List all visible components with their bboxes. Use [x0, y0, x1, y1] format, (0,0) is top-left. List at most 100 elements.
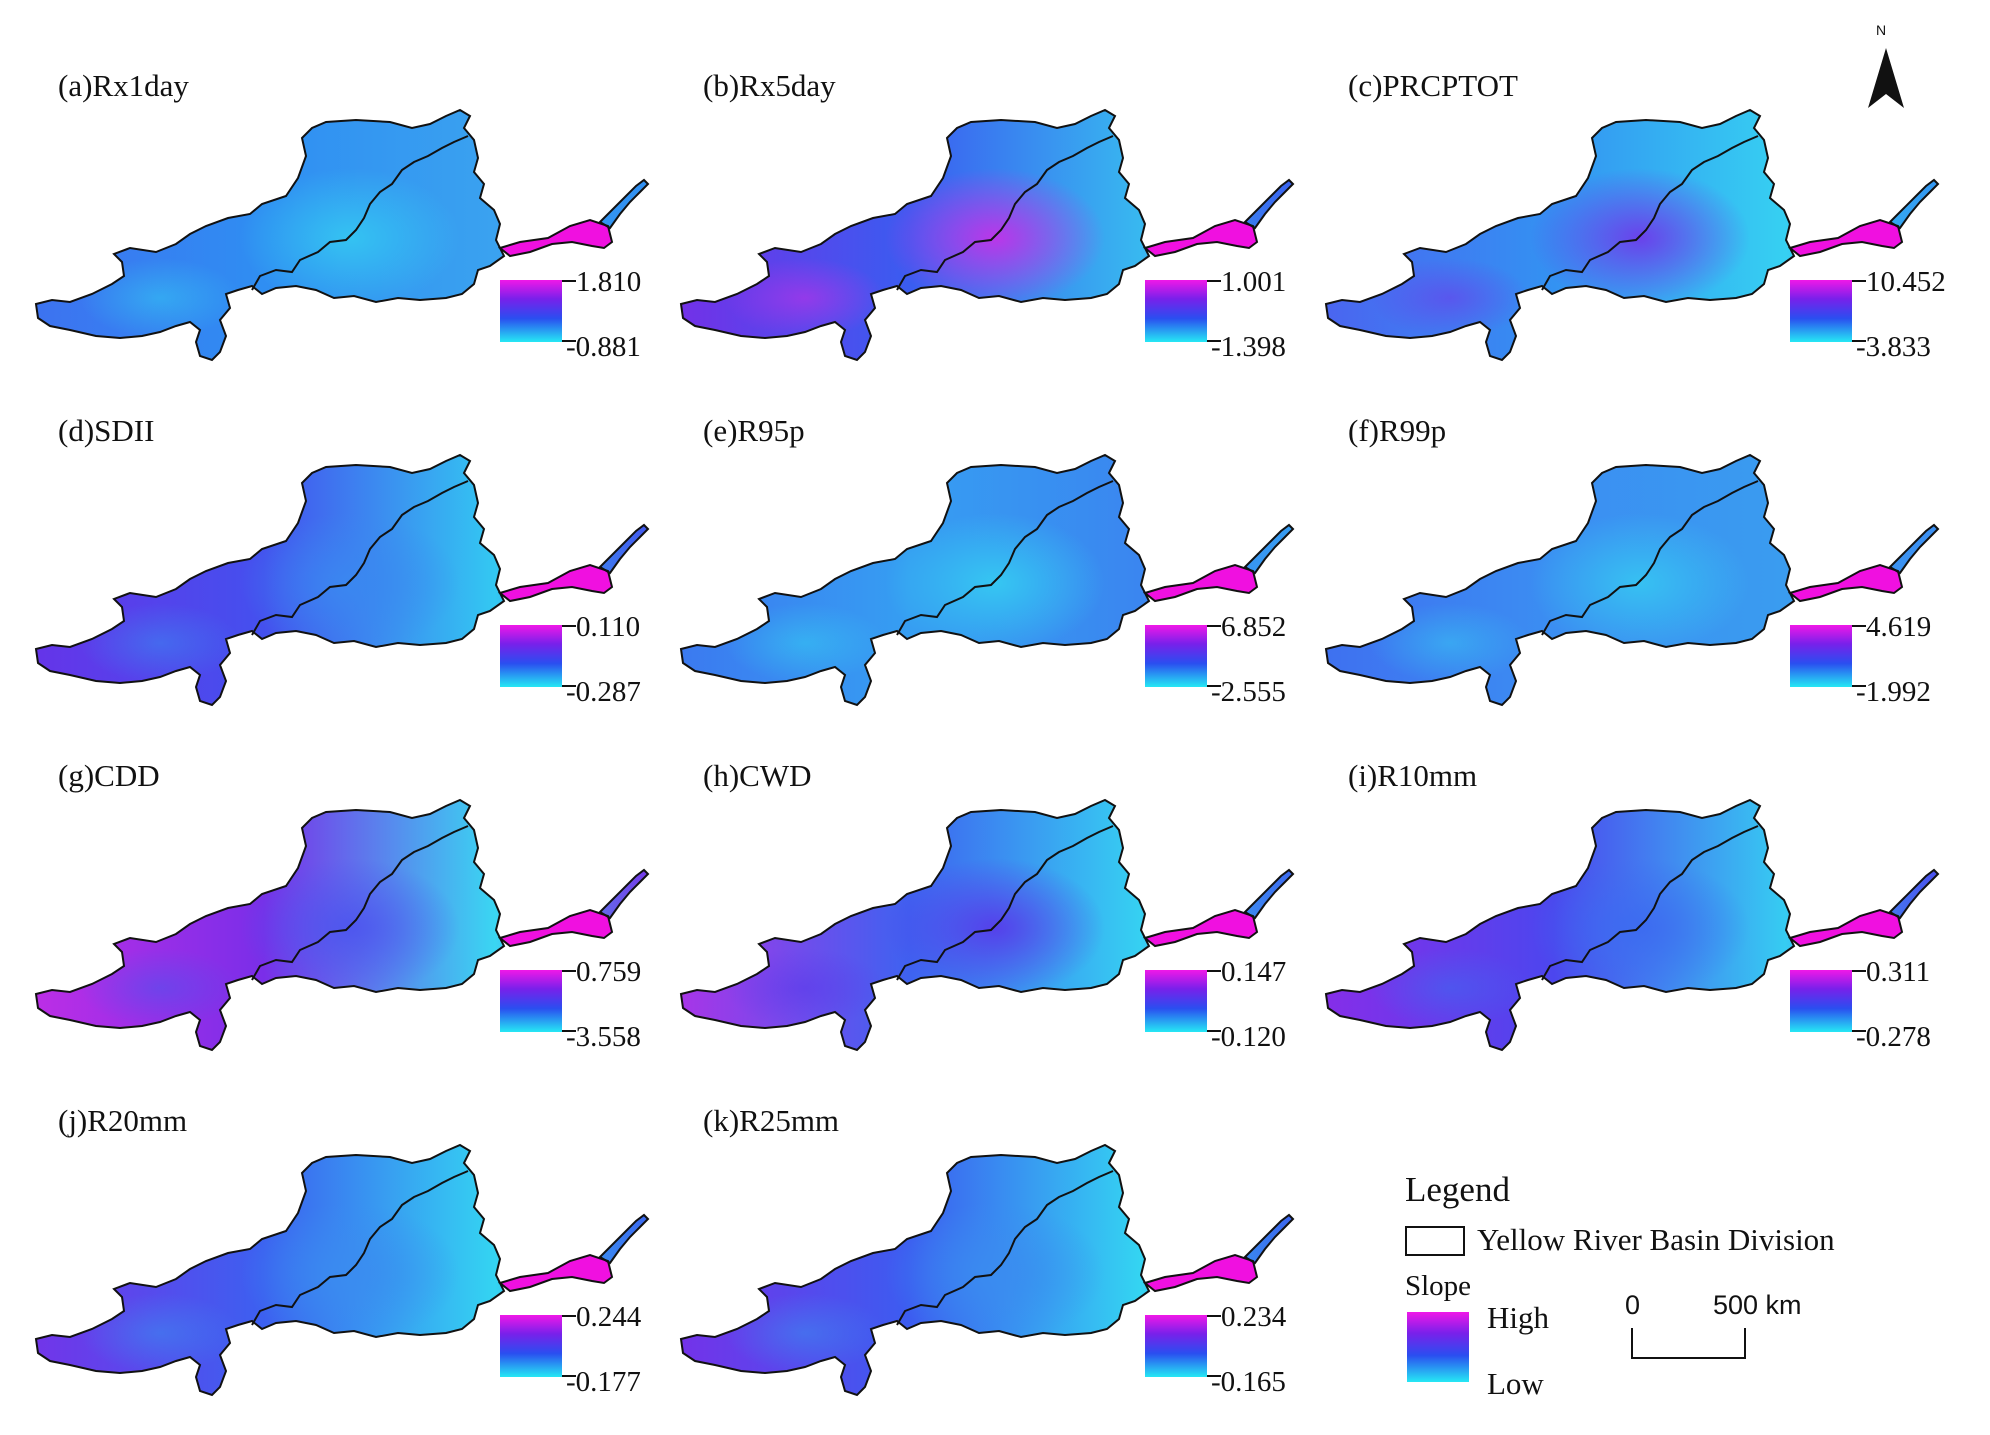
color-bar	[1790, 280, 1852, 342]
color-bar-min: -3.558	[566, 1021, 641, 1053]
color-bar-max: 0.759	[576, 956, 642, 988]
color-bar-max: 10.452	[1866, 266, 1946, 298]
scale-bar: 0 500 km	[1625, 1290, 1802, 1360]
color-bar-min: -2.555	[1211, 676, 1286, 708]
color-bar-max: 0.244	[576, 1301, 642, 1333]
map-panel: (c)PRCPTOT 10.452 -3.833	[1290, 68, 1946, 398]
color-bar-tick	[1852, 625, 1866, 627]
color-bar-tick	[1207, 1315, 1221, 1317]
map-panel: (g)CDD 0.759 -3.558	[0, 758, 650, 1088]
map-panel: (h)CWD 0.147 -0.120	[645, 758, 1295, 1088]
color-bar-tick	[562, 280, 576, 282]
panel-title: (e)R95p	[703, 413, 805, 448]
color-bar-min: -0.165	[1211, 1366, 1286, 1398]
color-bar-tick	[562, 625, 576, 627]
panel-title: (d)SDII	[58, 413, 155, 448]
color-bar-min: -0.287	[566, 676, 641, 708]
panel-title: (i)R10mm	[1348, 758, 1478, 793]
basin-map	[679, 108, 1295, 362]
map-panel: (k)R25mm 0.234 -0.165	[645, 1103, 1295, 1433]
color-bar	[1145, 625, 1207, 687]
color-bar-max: 6.852	[1221, 611, 1287, 643]
color-bar-max: 4.619	[1866, 611, 1932, 643]
map-panel: (j)R20mm 0.244 -0.177	[0, 1103, 650, 1433]
map-panel: (d)SDII 0.110 -0.287	[0, 413, 650, 743]
legend-title: Legend	[1405, 1170, 1510, 1209]
slope-low-label: Low	[1487, 1366, 1544, 1401]
panel-title: (h)CWD	[703, 758, 812, 793]
color-bar-tick	[1207, 1030, 1221, 1032]
map-panel: (a)Rx1day 1.810 -0.881	[0, 68, 650, 398]
panel-title: (g)CDD	[58, 758, 160, 793]
color-bar	[500, 625, 562, 687]
panel-title: (j)R20mm	[58, 1103, 188, 1138]
color-bar	[1145, 1315, 1207, 1377]
basin-division-label: Yellow River Basin Division	[1477, 1222, 1835, 1257]
color-bar	[1145, 970, 1207, 1032]
scale-bar-line	[1631, 1328, 1746, 1359]
color-bar-tick	[1207, 280, 1221, 282]
color-bar-tick	[1852, 1030, 1866, 1032]
color-bar-min: -0.881	[566, 331, 641, 363]
color-bar-tick	[1852, 685, 1866, 687]
panel-title: (b)Rx5day	[703, 68, 836, 103]
basin-map	[34, 108, 650, 362]
basin-map	[679, 453, 1295, 707]
basin-division-swatch	[1405, 1226, 1465, 1256]
map-panel: (b)Rx5day 1.001 -1.398	[645, 68, 1295, 398]
color-bar-tick	[562, 340, 576, 342]
map-panel: (i)R10mm 0.311 -0.278	[1290, 758, 1940, 1088]
color-bar-tick	[1207, 1375, 1221, 1377]
color-bar	[1790, 970, 1852, 1032]
color-bar-tick	[1207, 625, 1221, 627]
map-panel: (f)R99p 4.619 -1.992	[1290, 413, 1940, 743]
color-bar-min: -1.398	[1211, 331, 1286, 363]
color-bar-min: -1.992	[1856, 676, 1931, 708]
color-bar-tick	[562, 685, 576, 687]
color-bar-min: -3.833	[1856, 331, 1931, 363]
color-bar-tick	[562, 1315, 576, 1317]
color-bar-max: 1.810	[576, 266, 642, 298]
color-bar-max: 1.001	[1221, 266, 1287, 298]
color-bar-min: -0.177	[566, 1366, 641, 1398]
color-bar-tick	[1207, 970, 1221, 972]
color-bar	[500, 280, 562, 342]
basin-map	[34, 798, 650, 1052]
color-bar-max: 0.147	[1221, 956, 1287, 988]
color-bar-tick	[562, 970, 576, 972]
scale-zero-label: 0	[1625, 1290, 1641, 1320]
color-bar	[500, 1315, 562, 1377]
color-bar-tick	[1852, 340, 1866, 342]
color-bar-tick	[1207, 340, 1221, 342]
basin-map	[1324, 108, 1940, 362]
panel-title: (k)R25mm	[703, 1103, 840, 1138]
basin-map	[1324, 453, 1940, 707]
color-bar	[1145, 280, 1207, 342]
color-bar-tick	[562, 1375, 576, 1377]
color-bar-tick	[562, 1030, 576, 1032]
color-bar	[1790, 625, 1852, 687]
north-arrow-icon	[1868, 48, 1904, 108]
color-bar-min: -0.278	[1856, 1021, 1931, 1053]
slope-high-label: High	[1487, 1300, 1549, 1335]
basin-map	[679, 1143, 1295, 1397]
north-label: N	[1876, 22, 1887, 38]
color-bar-max: 0.311	[1866, 956, 1931, 988]
basin-map	[679, 798, 1295, 1052]
legend: Legend Yellow River Basin Division Slope…	[1405, 1170, 1965, 1410]
color-bar-max: 0.110	[576, 611, 641, 643]
slope-label: Slope	[1405, 1270, 1472, 1302]
color-bar-tick	[1207, 685, 1221, 687]
panel-title: (c)PRCPTOT	[1348, 68, 1518, 103]
basin-map	[34, 1143, 650, 1397]
panel-title: (a)Rx1day	[58, 68, 189, 103]
basin-map	[34, 453, 650, 707]
slope-color-ramp	[1407, 1312, 1469, 1382]
color-bar-max: 0.234	[1221, 1301, 1287, 1333]
color-bar-tick	[1852, 970, 1866, 972]
map-panel: (e)R95p 6.852 -2.555	[645, 413, 1295, 743]
scale-distance-label: 500 km	[1713, 1290, 1802, 1320]
color-bar	[500, 970, 562, 1032]
basin-map	[1324, 798, 1940, 1052]
